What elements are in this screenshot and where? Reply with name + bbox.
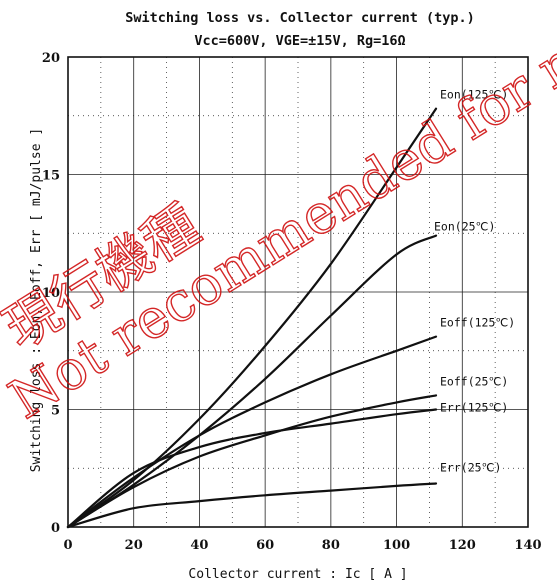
- series-line-3: [66, 335, 438, 529]
- y-tick-label: 20: [42, 51, 60, 66]
- chart-subtitle: Vcc=600V, VGE=±15V, Rg=16Ω: [194, 33, 405, 49]
- x-tick-label: 40: [190, 538, 208, 553]
- x-tick-label: 0: [63, 538, 72, 553]
- y-tick-label: 15: [42, 169, 60, 184]
- x-tick-label: 60: [256, 538, 274, 553]
- series-label-5: Err(125℃): [440, 401, 508, 415]
- grid-lines: [68, 57, 528, 527]
- series-line-2: [66, 234, 438, 529]
- series-label-4: Eoff(25℃): [440, 374, 508, 388]
- tick-labels: 0 20 40 60 80 100 120 140 0 5 10 15 20: [42, 51, 542, 553]
- y-tick-label: 0: [51, 521, 60, 536]
- x-tick-label: 80: [322, 538, 340, 553]
- series-label-6: Err(25℃): [440, 461, 501, 475]
- plot-frame: [67, 56, 529, 528]
- series-lines: [66, 107, 438, 529]
- x-tick-label: 100: [383, 538, 410, 553]
- series-label-2: Eon(25℃): [434, 220, 495, 234]
- series-line-1: [66, 107, 438, 529]
- series-labels: Eon(125℃) Eon(25℃) Eoff(125℃) Eoff(25℃) Err(…: [434, 88, 515, 475]
- series-line-6: [66, 482, 438, 529]
- y-tick-label: 10: [42, 286, 60, 301]
- chart-title: Switching loss vs. Collector current (ty…: [125, 10, 475, 26]
- x-tick-label: 140: [514, 538, 541, 553]
- series-label-3: Eoff(125℃): [440, 316, 515, 330]
- series-line-4: [66, 394, 438, 529]
- series-line-5: [66, 408, 438, 529]
- x-axis-label: Collector current : Ic [ A ]: [188, 567, 407, 582]
- x-tick-label: 20: [125, 538, 143, 553]
- series-label-1: Eon(125℃): [440, 88, 508, 102]
- y-tick-label: 5: [51, 404, 60, 419]
- y-axis-label: Switching loss : Eon, Eoff, Err [ mJ/pul…: [29, 128, 44, 472]
- x-tick-label: 120: [449, 538, 476, 553]
